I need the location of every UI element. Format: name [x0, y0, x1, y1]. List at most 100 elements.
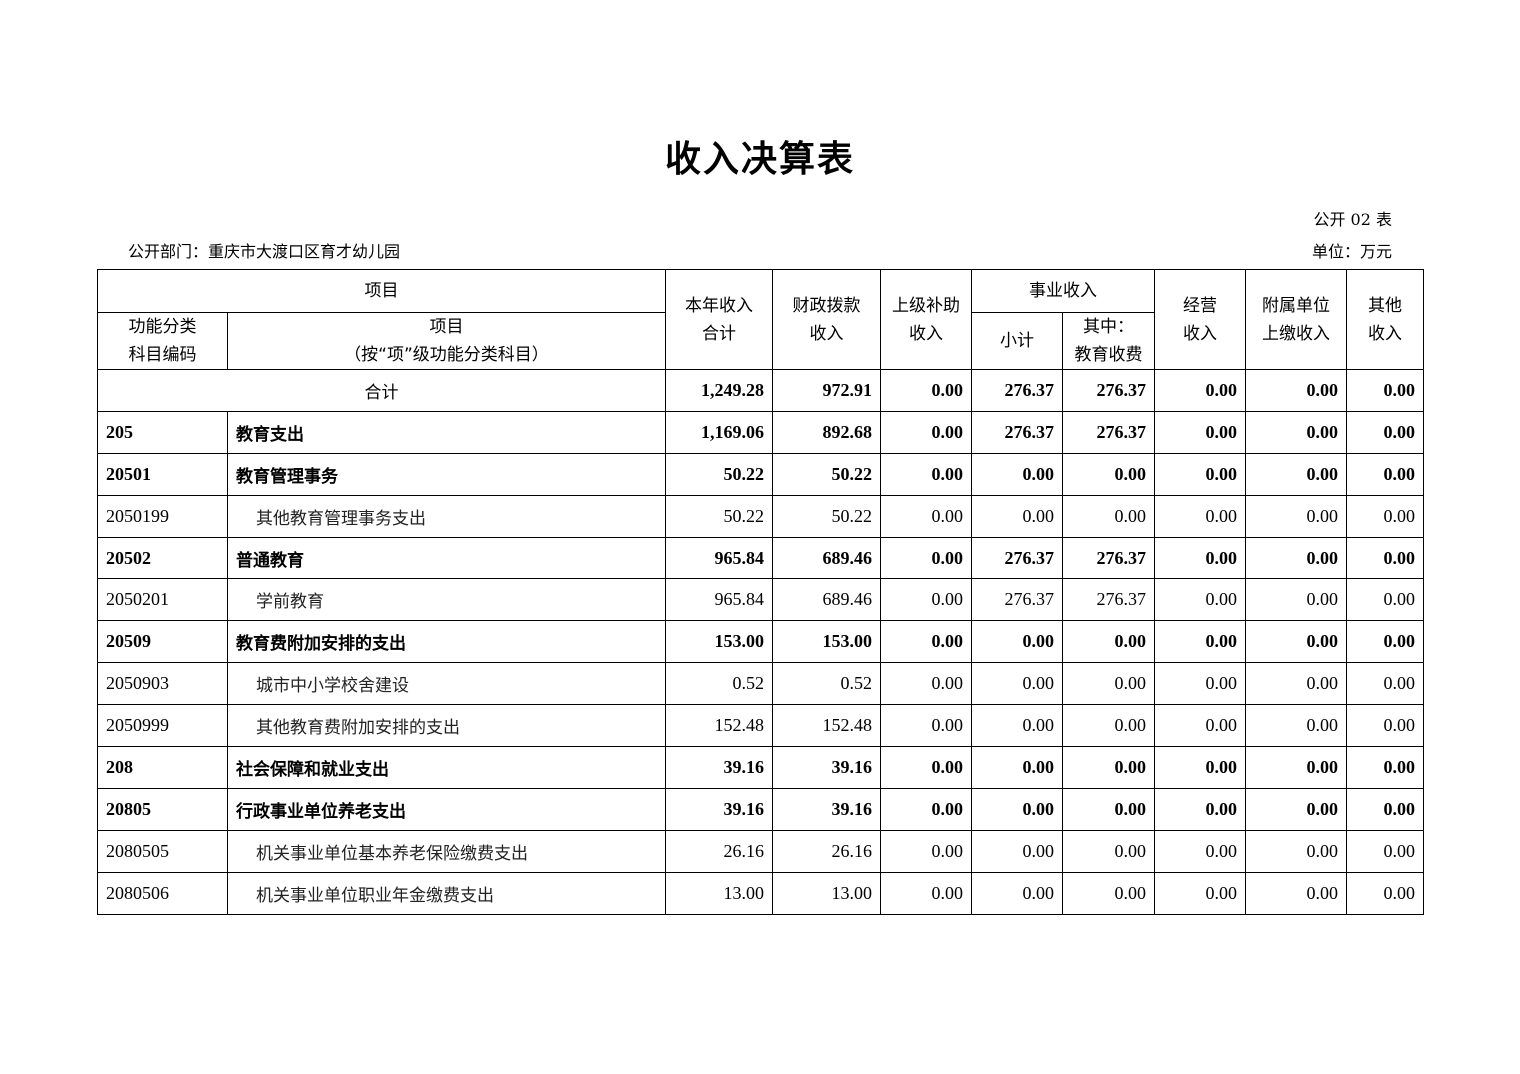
header-edu-fee: 其中： 教育收费: [1062, 312, 1155, 370]
amount-cell: 0.00: [971, 871, 1063, 915]
total-label: 合计: [97, 369, 666, 412]
amount-cell: 0.00: [880, 452, 972, 496]
amount-cell: 152.48: [772, 704, 881, 748]
amount-cell: 39.16: [665, 787, 773, 831]
header-subtotal: 小计: [971, 312, 1063, 370]
amount-cell: 0.52: [665, 662, 773, 706]
amount-cell: 0.00: [1346, 494, 1424, 538]
amount-cell: 0.00: [971, 662, 1063, 706]
unit-label: 单位：万元: [1311, 242, 1392, 261]
subject-code: 208: [97, 746, 228, 789]
amount-cell: 0.00: [1062, 746, 1155, 789]
amount-cell: 0.00: [880, 829, 972, 873]
table-number: 公开 02 表: [1313, 210, 1392, 229]
amount-cell: 0.00: [880, 746, 972, 789]
header-item-sub: （按“项”级功能分类科目）: [344, 345, 549, 365]
table-row: 2050903 城市中小学校舍建设 0.52 0.52 0.00 0.00 0.00 0.00…: [97, 662, 1424, 706]
subject-code: 2050199: [97, 494, 228, 538]
subject-name: 其他教育费附加安排的支出: [227, 704, 666, 748]
amount-cell: 0.00: [1245, 536, 1347, 580]
subject-code: 20502: [97, 536, 228, 580]
amount-cell: 0.00: [1245, 871, 1347, 915]
amount-cell: 689.46: [772, 578, 881, 622]
subject-code: 20805: [97, 787, 228, 831]
amount-cell: 0.00: [1346, 829, 1424, 873]
total-value: 0.00: [880, 369, 972, 412]
amount-cell: 39.16: [772, 746, 881, 789]
subject-name: 行政事业单位养老支出: [227, 787, 666, 831]
amount-cell: 0.00: [880, 410, 972, 454]
amount-cell: 0.00: [971, 746, 1063, 789]
amount-cell: 50.22: [665, 452, 773, 496]
table-row: 208 社会保障和就业支出 39.16 39.16 0.00 0.00 0.00 0.00 0.…: [97, 746, 1424, 789]
subject-code: 2080505: [97, 829, 228, 873]
table-row: 20805 行政事业单位养老支出 39.16 39.16 0.00 0.00 0.00 0.0…: [97, 787, 1424, 831]
subject-name: 社会保障和就业支出: [227, 746, 666, 789]
amount-cell: 50.22: [772, 452, 881, 496]
amount-cell: 0.00: [1062, 704, 1155, 748]
subject-code: 2050999: [97, 704, 228, 748]
amount-cell: 965.84: [665, 536, 773, 580]
amount-cell: 50.22: [665, 494, 773, 538]
total-value: 972.91: [772, 369, 881, 412]
amount-cell: 0.00: [1154, 452, 1246, 496]
amount-cell: 0.00: [1154, 578, 1246, 622]
table-row: 20502 普通教育 965.84 689.46 0.00 276.37 276.37 0.0…: [97, 536, 1424, 580]
amount-cell: 0.00: [971, 787, 1063, 831]
subject-name: 学前教育: [227, 578, 666, 622]
amount-cell: 0.00: [1062, 494, 1155, 538]
subject-name: 机关事业单位职业年金缴费支出: [227, 871, 666, 915]
amount-cell: 0.00: [1154, 704, 1246, 748]
amount-cell: 0.00: [1062, 662, 1155, 706]
amount-cell: 153.00: [772, 620, 881, 664]
amount-cell: 13.00: [772, 871, 881, 915]
amount-cell: 0.00: [971, 452, 1063, 496]
amount-cell: 0.00: [1245, 704, 1347, 748]
subject-code: 2050201: [97, 578, 228, 622]
subject-name: 其他教育管理事务支出: [227, 494, 666, 538]
subject-code: 2080506: [97, 871, 228, 915]
amount-cell: 0.00: [1154, 746, 1246, 789]
subject-code: 205: [97, 410, 228, 454]
amount-cell: 0.00: [1154, 662, 1246, 706]
amount-cell: 0.00: [880, 871, 972, 915]
header-other: 其他 收入: [1346, 269, 1424, 370]
amount-cell: 276.37: [971, 536, 1063, 580]
amount-cell: 26.16: [772, 829, 881, 873]
total-value: 276.37: [1062, 369, 1155, 412]
amount-cell: 0.00: [880, 578, 972, 622]
subject-name: 机关事业单位基本养老保险缴费支出: [227, 829, 666, 873]
total-row: 合计 1,249.28 972.91 0.00 276.37 276.37 0.00 0.00…: [97, 369, 1424, 412]
amount-cell: 0.00: [1346, 746, 1424, 789]
amount-cell: 0.00: [1346, 578, 1424, 622]
amount-cell: 0.00: [971, 704, 1063, 748]
amount-cell: 0.00: [1062, 829, 1155, 873]
department-label: 公开部门：重庆市大渡口区育才幼儿园: [128, 242, 401, 261]
page-title: 收入决算表: [664, 139, 855, 180]
header-operating: 经营 收入: [1154, 269, 1246, 370]
subject-name: 普通教育: [227, 536, 666, 580]
amount-cell: 0.00: [1346, 410, 1424, 454]
header-fiscal: 财政拨款 收入: [772, 269, 881, 370]
amount-cell: 0.00: [1245, 452, 1347, 496]
table-row: 20501 教育管理事务 50.22 50.22 0.00 0.00 0.00 0.00 0.0…: [97, 452, 1424, 496]
header-total-income: 本年收入 合计: [665, 269, 773, 370]
amount-cell: 276.37: [971, 410, 1063, 454]
amount-cell: 13.00: [665, 871, 773, 915]
amount-cell: 0.00: [1062, 452, 1155, 496]
amount-cell: 0.00: [1346, 620, 1424, 664]
amount-cell: 0.00: [880, 536, 972, 580]
amount-cell: 0.00: [880, 787, 972, 831]
amount-cell: 152.48: [665, 704, 773, 748]
subject-name: 城市中小学校舍建设: [227, 662, 666, 706]
amount-cell: 276.37: [1062, 536, 1155, 580]
amount-cell: 0.00: [1154, 871, 1246, 915]
subject-name: 教育支出: [227, 410, 666, 454]
amount-cell: 0.00: [971, 620, 1063, 664]
amount-cell: 0.52: [772, 662, 881, 706]
amount-cell: 50.22: [772, 494, 881, 538]
amount-cell: 0.00: [880, 620, 972, 664]
amount-cell: 1,169.06: [665, 410, 773, 454]
total-value: 1,249.28: [665, 369, 773, 412]
total-value: 0.00: [1346, 369, 1424, 412]
